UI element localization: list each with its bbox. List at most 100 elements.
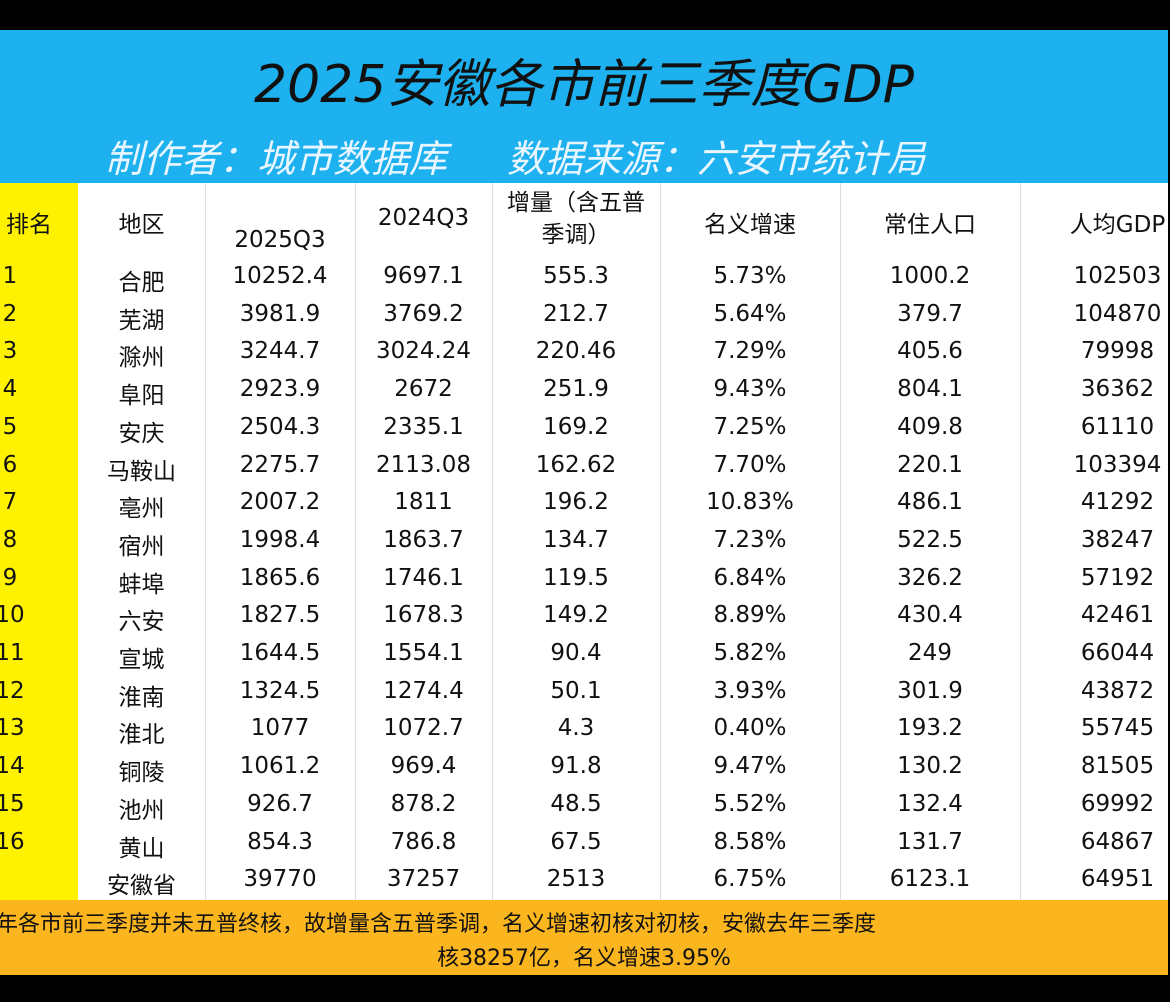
- table-cell: 池州: [118, 797, 165, 824]
- table-cell: 0.40%: [713, 715, 787, 742]
- column-header: 地区: [118, 212, 165, 238]
- table-cell: 蚌埠: [118, 571, 165, 598]
- table-cell: 淮南: [118, 684, 165, 711]
- author: 制作者：城市数据库: [105, 137, 448, 181]
- total-cell: 64951: [1080, 866, 1155, 893]
- table-cell: 5.82%: [713, 640, 787, 666]
- table-cell: 14: [0, 753, 25, 780]
- total-cell: 安徽省: [107, 873, 176, 900]
- table-cell: 10252.4: [232, 263, 328, 289]
- table-cell: 2672: [394, 376, 453, 403]
- table-cell: 249: [908, 640, 952, 666]
- table-cell: 15: [0, 790, 25, 817]
- table-cell: 7.70%: [713, 451, 787, 478]
- table-cell: 41292: [1080, 489, 1155, 516]
- source: 数据来源：六安市统计局: [507, 137, 926, 181]
- table-cell: 1000.2: [889, 263, 971, 289]
- table-cell: 2007.2: [239, 489, 321, 516]
- table-cell: 宿州: [118, 533, 165, 560]
- table-cell: 13: [0, 715, 25, 742]
- table-cell: 36362: [1080, 376, 1155, 403]
- table-cell: 合肥: [118, 270, 165, 296]
- table-cell: 409.8: [897, 413, 963, 440]
- table-cell: 7.25%: [713, 413, 787, 440]
- subtitle: 制作者：城市数据库 数据来源：六安市统计局: [105, 128, 985, 183]
- table-cell: 878.2: [390, 790, 457, 817]
- table-cell: 162.62: [535, 451, 617, 478]
- total-cell: 6.75%: [713, 866, 787, 893]
- table-cell: 1811: [394, 489, 453, 516]
- table-cell: 8: [2, 526, 18, 553]
- column-divider: [660, 183, 661, 900]
- table-cell: 1644.5: [239, 640, 321, 666]
- table-cell: 2335.1: [383, 413, 464, 440]
- table-cell: 1865.6: [239, 564, 321, 591]
- table-cell: 4.3: [557, 715, 595, 742]
- column-header: 2024Q3: [377, 205, 470, 231]
- table-cell: 102503: [1073, 263, 1162, 289]
- column-header: 名义增速: [704, 212, 796, 238]
- table-cell: 10.83%: [706, 489, 794, 516]
- table-cell: 786.8: [390, 828, 457, 855]
- table-cell: 130.2: [897, 753, 963, 780]
- table-cell: 969.4: [390, 753, 457, 780]
- table-cell: 251.9: [543, 376, 609, 403]
- table-cell: 50.1: [550, 677, 602, 704]
- table-cell: 9: [2, 564, 18, 591]
- table-cell: 9.47%: [713, 753, 787, 780]
- table-cell: 7: [2, 489, 18, 516]
- column-header: 常住人口: [884, 212, 976, 238]
- table-cell: 38247: [1080, 526, 1155, 553]
- table-cell: 宣城: [118, 647, 165, 673]
- table: 排名 地区 2025Q3 2024Q3 增量（含五普季调） 名义增速 常住人口 人均GDP 1 合…: [0, 183, 1168, 900]
- table-cell: 90.4: [550, 640, 602, 666]
- table-cell: 1998.4: [239, 526, 321, 553]
- table-cell: 132.4: [897, 790, 963, 817]
- table-cell: 55745: [1080, 715, 1155, 742]
- table-cell: 芜湖: [118, 307, 165, 334]
- table-cell: 1863.7: [383, 526, 464, 553]
- table-cell: 9.43%: [713, 376, 787, 403]
- footer-note: 核38257亿，名义增速3.95%: [437, 946, 731, 971]
- table-cell: 301.9: [897, 677, 963, 704]
- table-cell: 1: [2, 263, 18, 289]
- table-cell: 131.7: [897, 828, 963, 855]
- table-cell: 212.7: [543, 300, 609, 327]
- table-cell: 149.2: [543, 602, 609, 629]
- table-cell: 马鞍山: [107, 458, 176, 485]
- table-cell: 淮北: [118, 722, 165, 749]
- table-cell: 3.93%: [713, 677, 787, 704]
- table-cell: 555.3: [543, 263, 609, 289]
- table-cell: 1746.1: [383, 564, 464, 591]
- table-cell: 43872: [1080, 677, 1155, 704]
- table-cell: 1678.3: [383, 602, 464, 629]
- table-cell: 69992: [1080, 790, 1155, 817]
- table-cell: 7.29%: [713, 338, 787, 365]
- table-cell: 926.7: [247, 790, 313, 817]
- table-cell: 61110: [1080, 413, 1155, 440]
- table-cell: 3981.9: [239, 300, 321, 327]
- table-cell: 405.6: [897, 338, 963, 365]
- table-cell: 5: [2, 413, 18, 440]
- table-cell: 16: [0, 828, 25, 855]
- table-cell: 57192: [1080, 564, 1155, 591]
- table-cell: 134.7: [543, 526, 609, 553]
- table-cell: 804.1: [897, 376, 963, 403]
- table-cell: 1072.7: [383, 715, 464, 742]
- table-cell: 196.2: [543, 489, 609, 516]
- table-cell: 5.64%: [713, 300, 787, 327]
- table-cell: 8.58%: [713, 828, 787, 855]
- table-cell: 220.46: [535, 338, 617, 365]
- table-cell: 滁州: [118, 345, 165, 372]
- table-cell: 2113.08: [375, 451, 472, 478]
- total-cell: 39770: [243, 866, 317, 893]
- table-cell: 48.5: [550, 790, 602, 817]
- table-cell: 67.5: [550, 828, 602, 855]
- table-cell: 169.2: [543, 413, 609, 440]
- table-cell: 6.84%: [713, 564, 787, 591]
- table-cell: 1554.1: [383, 640, 464, 666]
- table-cell: 119.5: [543, 564, 609, 591]
- table-cell: 5.73%: [713, 263, 787, 289]
- footer: 年各市前三季度并未五普终核，故增量含五普季调，名义增速初核对初核，安徽去年三季度…: [0, 900, 1168, 975]
- table-cell: 193.2: [897, 715, 963, 742]
